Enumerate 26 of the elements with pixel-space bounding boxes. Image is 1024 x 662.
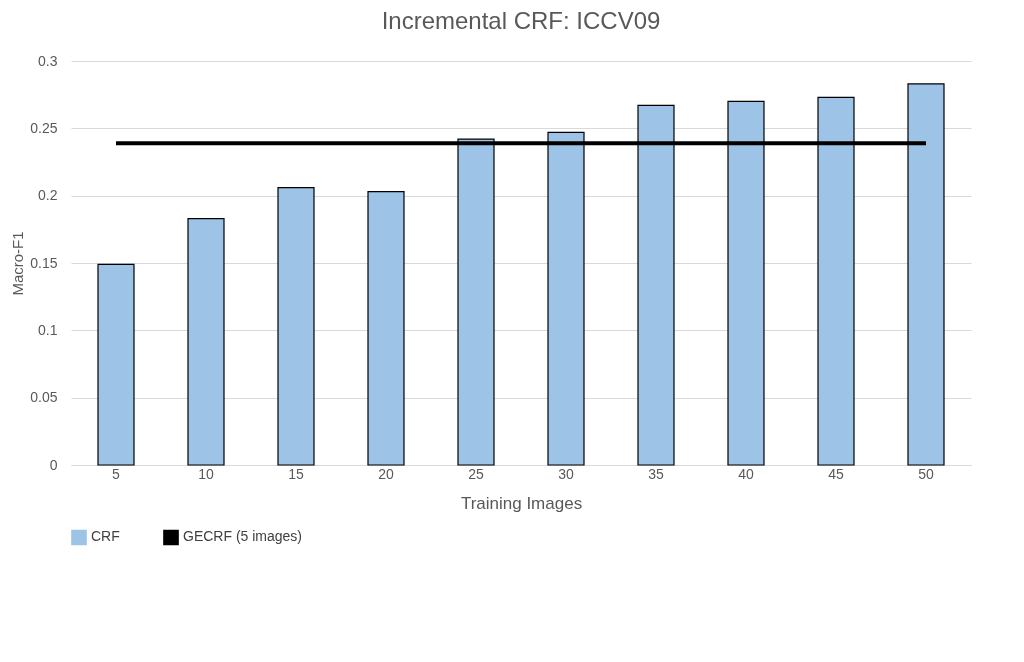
y-axis-title: Macro-F1 xyxy=(9,231,27,296)
y-tick-label: 0.1 xyxy=(38,321,58,338)
x-tick-label: 15 xyxy=(288,465,304,482)
x-tick-label: 5 xyxy=(112,465,121,482)
bar xyxy=(187,217,225,466)
x-tick-label: 40 xyxy=(738,465,754,482)
x-axis-title: Training Images xyxy=(460,493,583,513)
y-tick-label: 0 xyxy=(49,456,58,473)
legend-label: CRF xyxy=(91,528,120,545)
y-tick-label: 0.25 xyxy=(30,119,58,136)
x-tick-label: 50 xyxy=(918,465,934,482)
legend-label: GECRF (5 images) xyxy=(183,528,303,545)
y-tick-label: 0.15 xyxy=(30,254,58,271)
x-tick-label: 25 xyxy=(468,465,484,482)
chart-title: Incremental CRF: ICCV09 xyxy=(381,7,661,34)
y-tick-label: 0.05 xyxy=(30,389,58,406)
x-tick-label: 20 xyxy=(378,465,394,482)
x-tick-label: 30 xyxy=(558,465,574,482)
bar xyxy=(367,191,405,466)
y-tick-label: 0.2 xyxy=(38,187,58,204)
x-tick-label: 10 xyxy=(198,465,214,482)
x-tick-label: 45 xyxy=(828,465,844,482)
bar xyxy=(97,263,135,466)
y-tick-label: 0.3 xyxy=(38,52,58,69)
bar xyxy=(277,186,315,466)
x-tick-label: 35 xyxy=(648,465,664,482)
